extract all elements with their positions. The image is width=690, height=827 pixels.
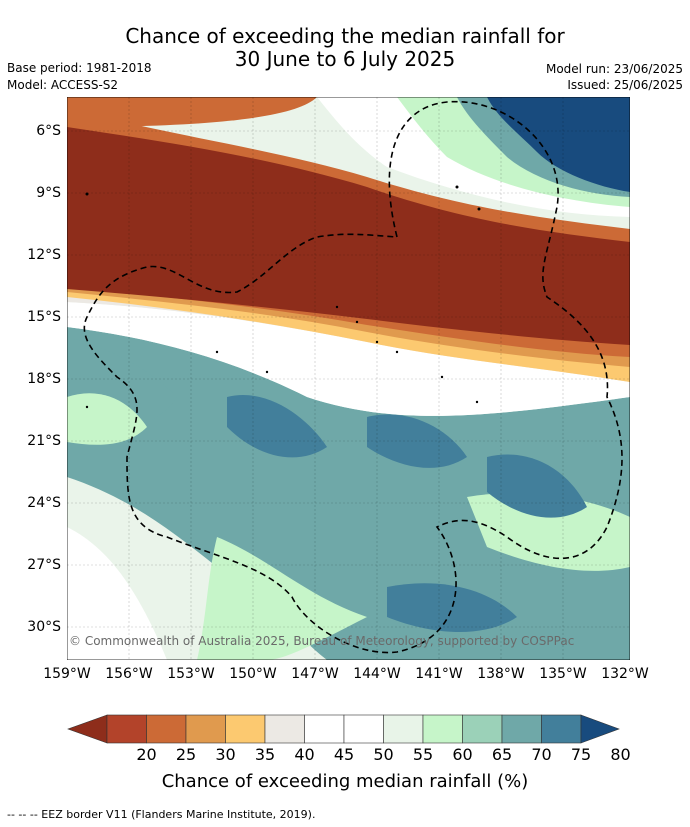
graticule [67, 97, 630, 660]
colorbar-label: 50 [373, 745, 394, 764]
lat-label: 30°S [27, 619, 61, 635]
lat-label: 18°S [27, 371, 61, 387]
lat-label: 27°S [27, 557, 61, 573]
lon-label: 156°W [105, 666, 153, 682]
lon-label: 135°W [539, 666, 587, 682]
colorbar-cell [343, 714, 384, 744]
lon-label: 141°W [415, 666, 463, 682]
lon-label: 132°W [601, 666, 649, 682]
lat-label: 12°S [27, 247, 61, 263]
colorbar-label: 20 [136, 745, 157, 764]
green-patch-se [467, 493, 630, 571]
colorbar-label: 25 [175, 745, 197, 764]
base-period: Base period: 1981-2018 [7, 61, 152, 75]
colorbar-cell [225, 714, 266, 744]
colorbar-cell [106, 714, 147, 744]
dark-blue-patch-2 [367, 414, 467, 468]
colorbar-low-arrow [67, 714, 108, 744]
colorbar-cell [501, 714, 542, 744]
white-band [67, 302, 630, 416]
eez-border [83, 100, 623, 654]
model-run: Model run: 23/06/2025 [545, 62, 683, 76]
lon-label: 147°W [291, 666, 339, 682]
lat-label: 21°S [27, 433, 61, 449]
colorbar-cell [264, 714, 305, 744]
colorbar-label: 35 [254, 745, 276, 764]
colorbar-cell [462, 714, 503, 744]
lon-label: 159°W [43, 666, 91, 682]
colorbar-cell [383, 714, 424, 744]
lon-label: 138°W [477, 666, 525, 682]
white-south [67, 527, 167, 660]
dark-blue-patch-3 [487, 454, 587, 518]
rainfall-map [67, 97, 630, 660]
colorbar-label: 80 [610, 745, 631, 764]
lat-label: 24°S [27, 495, 61, 511]
colorbar-cell [185, 714, 226, 744]
lon-label: 144°W [353, 666, 401, 682]
map-title-line1: Chance of exceeding the median rainfall … [125, 24, 565, 48]
colorbar-cell [422, 714, 463, 744]
model-name: Model: ACCESS-S2 [7, 78, 119, 92]
colorbar-label: 40 [294, 745, 315, 764]
colorbar [67, 714, 620, 744]
brown-band [67, 127, 630, 345]
lat-label: 9°S [36, 185, 61, 201]
colorbar-label: 60 [452, 745, 473, 764]
colorbar-label: 30 [215, 745, 236, 764]
lat-label: 6°S [36, 123, 61, 139]
dark-blue-patch-1 [227, 395, 327, 458]
lat-label: 15°S [27, 309, 61, 325]
lon-label: 153°W [167, 666, 215, 682]
colorbar-label: 55 [412, 745, 434, 764]
islands [85, 185, 481, 409]
lon-label: 150°W [229, 666, 277, 682]
eez-legend-note: -- -- -- EEZ border V11 (Flanders Marine… [7, 808, 316, 821]
colorbar-cell [304, 714, 345, 744]
green-patch-sw [197, 537, 367, 660]
map-title-line2: 30 June to 6 July 2025 [234, 47, 456, 71]
copyright-text: © Commonwealth of Australia 2025, Bureau… [69, 634, 575, 648]
colorbar-title: Chance of exceeding median rainfall (%) [161, 771, 529, 792]
colorbar-label: 75 [570, 745, 592, 764]
colorbar-label: 70 [531, 745, 552, 764]
colorbar-label: 65 [491, 745, 513, 764]
north-orange-edge [67, 97, 317, 127]
north-blue [487, 97, 630, 192]
dark-blue-patch-4 [387, 583, 517, 632]
colorbar-label: 45 [333, 745, 355, 764]
colorbar-cell [541, 714, 582, 744]
issued-date: Issued: 25/06/2025 [567, 78, 683, 92]
colorbar-high-arrow [580, 714, 620, 744]
colorbar-cell [146, 714, 187, 744]
